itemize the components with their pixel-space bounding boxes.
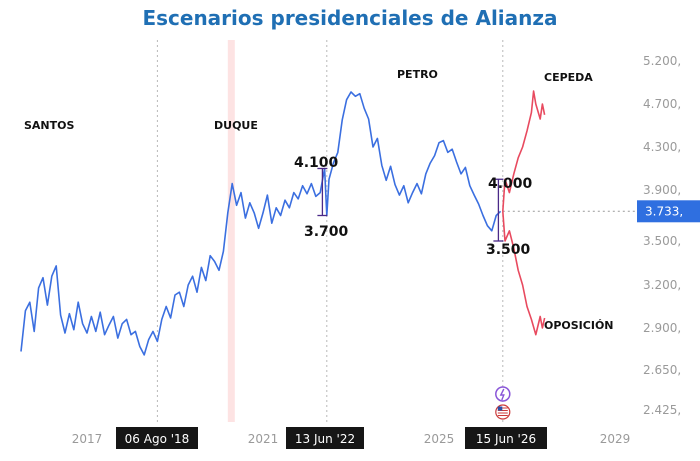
series-line-0 <box>20 91 502 356</box>
us-flag-icon[interactable] <box>495 404 511 420</box>
x-tick-label: 2017 <box>72 432 103 446</box>
era-label: DUQUE <box>214 119 258 132</box>
current-price-badge: 3.733, <box>637 200 700 223</box>
x-date-badge-bg <box>116 427 198 449</box>
x-tick-label: 2029 <box>600 432 631 446</box>
era-label: PETRO <box>397 68 438 81</box>
x-date-badge-bg <box>465 427 547 449</box>
era-label: CEPEDA <box>544 71 593 84</box>
series-line-1 <box>502 90 546 212</box>
x-tick-label: 2021 <box>248 432 279 446</box>
range-annotation: 4.000 <box>488 176 533 192</box>
range-annotation: 4.100 <box>294 155 339 171</box>
y-tick-label: 4.700, <box>643 97 681 111</box>
range-annotation: 3.500 <box>486 242 531 258</box>
x-date-badge-label: 15 Jun '26 <box>476 432 536 446</box>
y-tick-label: 3.500, <box>643 234 681 248</box>
y-tick-label: 2.900, <box>643 321 681 335</box>
x-date-badge: 06 Ago '18 <box>116 427 198 449</box>
y-tick-label: 2.425, <box>643 403 681 417</box>
series-line-2 <box>502 211 546 336</box>
chart-title: Escenarios presidenciales de Alianza <box>142 6 558 30</box>
x-date-badge-bg <box>286 427 364 449</box>
lightning-icon[interactable] <box>495 386 511 402</box>
era-label: OPOSICIÓN <box>544 319 614 332</box>
x-date-badge: 15 Jun '26 <box>465 427 547 449</box>
range-annotation: 3.700 <box>304 224 349 240</box>
era-label: SANTOS <box>24 119 74 132</box>
x-date-badge: 13 Jun '22 <box>286 427 364 449</box>
y-tick-label: 3.900, <box>643 183 681 197</box>
highlight-band <box>227 40 235 422</box>
y-tick-label: 3.200, <box>643 278 681 292</box>
x-date-badge-label: 13 Jun '22 <box>295 432 355 446</box>
y-tick-label: 4.300, <box>643 140 681 154</box>
x-tick-label: 2025 <box>424 432 455 446</box>
x-date-badge-label: 06 Ago '18 <box>125 432 190 446</box>
y-tick-label: 5.200, <box>643 54 681 68</box>
y-tick-label: 2.650, <box>643 363 681 377</box>
current-price-badge-bg <box>637 200 700 223</box>
current-price-label: 3.733, <box>645 204 683 218</box>
